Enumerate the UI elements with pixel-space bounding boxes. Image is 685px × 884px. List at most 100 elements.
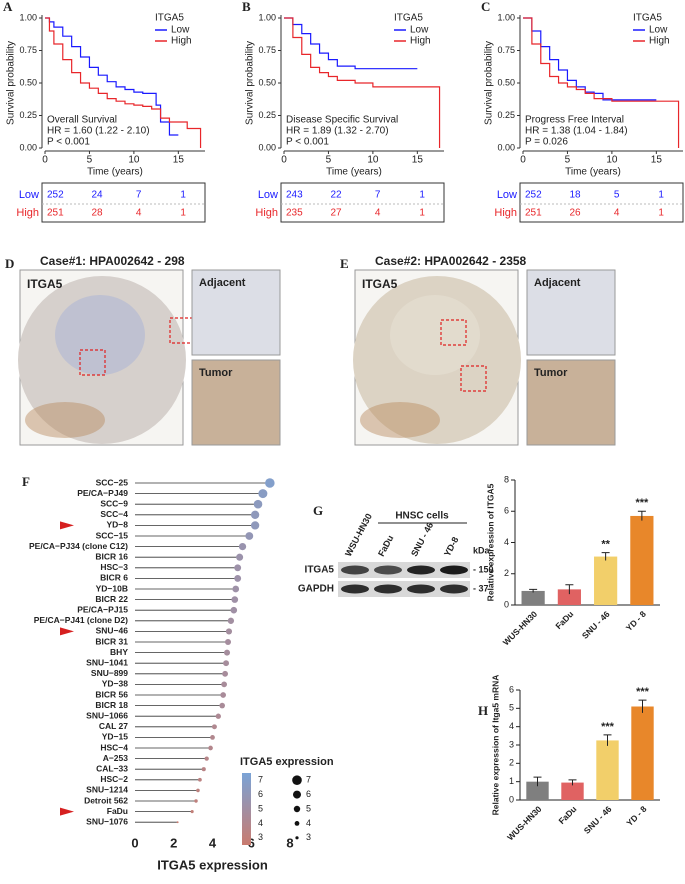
annotation: Overall Survival xyxy=(47,115,117,126)
bar xyxy=(561,782,584,800)
x-tick-label: 5 xyxy=(87,155,93,166)
risk-table xyxy=(519,182,684,223)
error-bar xyxy=(637,510,646,521)
panel-label: F xyxy=(22,474,30,489)
lollipop-head xyxy=(176,821,179,824)
category-label: BICR 31 xyxy=(95,636,128,646)
lane-label: FaDu xyxy=(376,533,395,558)
lollipop-head xyxy=(215,713,221,719)
survival-curve xyxy=(523,17,657,101)
category-label: BICR 16 xyxy=(95,551,128,561)
y-tick-label: 4 xyxy=(509,721,514,731)
risk-table xyxy=(41,182,206,223)
y-tick-label: 0.25 xyxy=(19,110,37,120)
tissue-region xyxy=(390,295,480,375)
lane-label: SNU - 46 xyxy=(409,521,435,558)
y-tick-label: 0.25 xyxy=(497,110,515,120)
lollipop-head xyxy=(201,767,206,772)
stain-label: ITGA5 xyxy=(27,277,63,291)
y-tick-label: 0.75 xyxy=(258,45,276,55)
size-legend-label: 3 xyxy=(306,832,311,842)
category-label: CAL 27 xyxy=(99,721,128,731)
lollipop-head xyxy=(210,735,215,740)
x-tick-label: 15 xyxy=(651,155,663,166)
risk-count: 26 xyxy=(569,208,581,219)
risk-count: 251 xyxy=(525,208,542,219)
blot-band xyxy=(407,565,435,575)
category-label: HSC−3 xyxy=(100,562,128,572)
y-tick-label: 1 xyxy=(509,776,514,786)
error-bar xyxy=(529,588,538,593)
risk-count: 235 xyxy=(286,208,303,219)
risk-row-label: Low xyxy=(258,189,278,201)
colorbar-tick-label: 3 xyxy=(258,832,263,842)
category-label: CAL−33 xyxy=(96,763,128,773)
category-label: A−253 xyxy=(103,753,129,763)
y-axis-label: Survival probability xyxy=(484,41,495,125)
x-tick-label: WUS-HN30 xyxy=(501,609,540,648)
y-tick-label: 1.00 xyxy=(258,12,276,22)
risk-row-label: High xyxy=(16,207,39,219)
size-legend-dot xyxy=(292,775,302,785)
x-tick-label: SNU - 46 xyxy=(580,609,612,641)
category-label: PE/CA−PJ15 xyxy=(77,604,128,614)
legend-title: ITGA5 xyxy=(633,13,662,24)
lollipop-head xyxy=(221,681,228,688)
y-tick-label: 0.00 xyxy=(19,142,37,152)
blot-band xyxy=(374,584,402,594)
inset-label: Tumor xyxy=(199,367,233,379)
lane-label: WSU-HN30 xyxy=(343,512,374,558)
risk-count: 251 xyxy=(47,208,64,219)
bar xyxy=(594,556,618,605)
annotation: Progress Free Interval xyxy=(525,115,624,126)
panel-label: E xyxy=(340,256,349,271)
legend-label: Low xyxy=(410,25,429,36)
x-tick-label: 6 xyxy=(248,835,255,850)
x-axis-label: ITGA5 expression xyxy=(157,857,268,872)
x-tick-label: 8 xyxy=(286,835,293,850)
y-tick-label: 0.00 xyxy=(258,142,276,152)
blot-band xyxy=(341,565,369,575)
category-label: PE/CA−PJ41 (clone D2) xyxy=(34,615,128,625)
category-label: Detroit 562 xyxy=(84,795,128,805)
lollipop-head xyxy=(265,478,275,488)
category-label: PE/CA−PJ34 (clone C12) xyxy=(29,541,128,551)
size-legend-dot xyxy=(294,821,300,826)
lollipop-head xyxy=(258,489,268,499)
survival-curve xyxy=(284,17,418,70)
survival-curve xyxy=(284,17,441,148)
lollipop-head xyxy=(232,585,240,593)
risk-count: 1 xyxy=(658,190,664,201)
y-tick-label: 8 xyxy=(504,474,509,484)
blot-band xyxy=(440,584,468,594)
risk-row-label: Low xyxy=(19,189,39,201)
category-label: SCC−9 xyxy=(100,498,128,508)
risk-count: 4 xyxy=(614,208,620,219)
category-label: BICR 6 xyxy=(100,573,128,583)
x-tick-label: YD - 8 xyxy=(624,609,648,633)
risk-count: 28 xyxy=(91,208,103,219)
y-tick-label: 0.75 xyxy=(19,45,37,55)
lollipop-head xyxy=(231,596,239,603)
tissue-region xyxy=(55,295,145,375)
blot-strip xyxy=(338,581,470,597)
y-axis-label: Survival probability xyxy=(245,41,256,125)
lollipop-head xyxy=(236,553,244,561)
legend-label: High xyxy=(410,36,431,47)
x-tick-label: 0 xyxy=(42,155,48,166)
x-axis-label: Time (years) xyxy=(87,167,143,178)
y-tick-label: 2 xyxy=(504,568,509,578)
blot-band xyxy=(374,565,402,575)
blot-band xyxy=(407,584,435,594)
x-tick-label: YD - 8 xyxy=(624,804,648,828)
blot-group: HNSC cells xyxy=(395,511,449,522)
risk-count: 1 xyxy=(419,190,425,201)
blot-band xyxy=(341,584,369,594)
risk-count: 18 xyxy=(569,190,581,201)
category-label: BICR 22 xyxy=(95,594,128,604)
lollipop-head xyxy=(245,532,254,540)
panel-label: G xyxy=(313,503,323,518)
panel-label: A xyxy=(3,0,13,14)
lollipop-head xyxy=(208,745,213,751)
y-tick-label: 3 xyxy=(509,739,514,749)
